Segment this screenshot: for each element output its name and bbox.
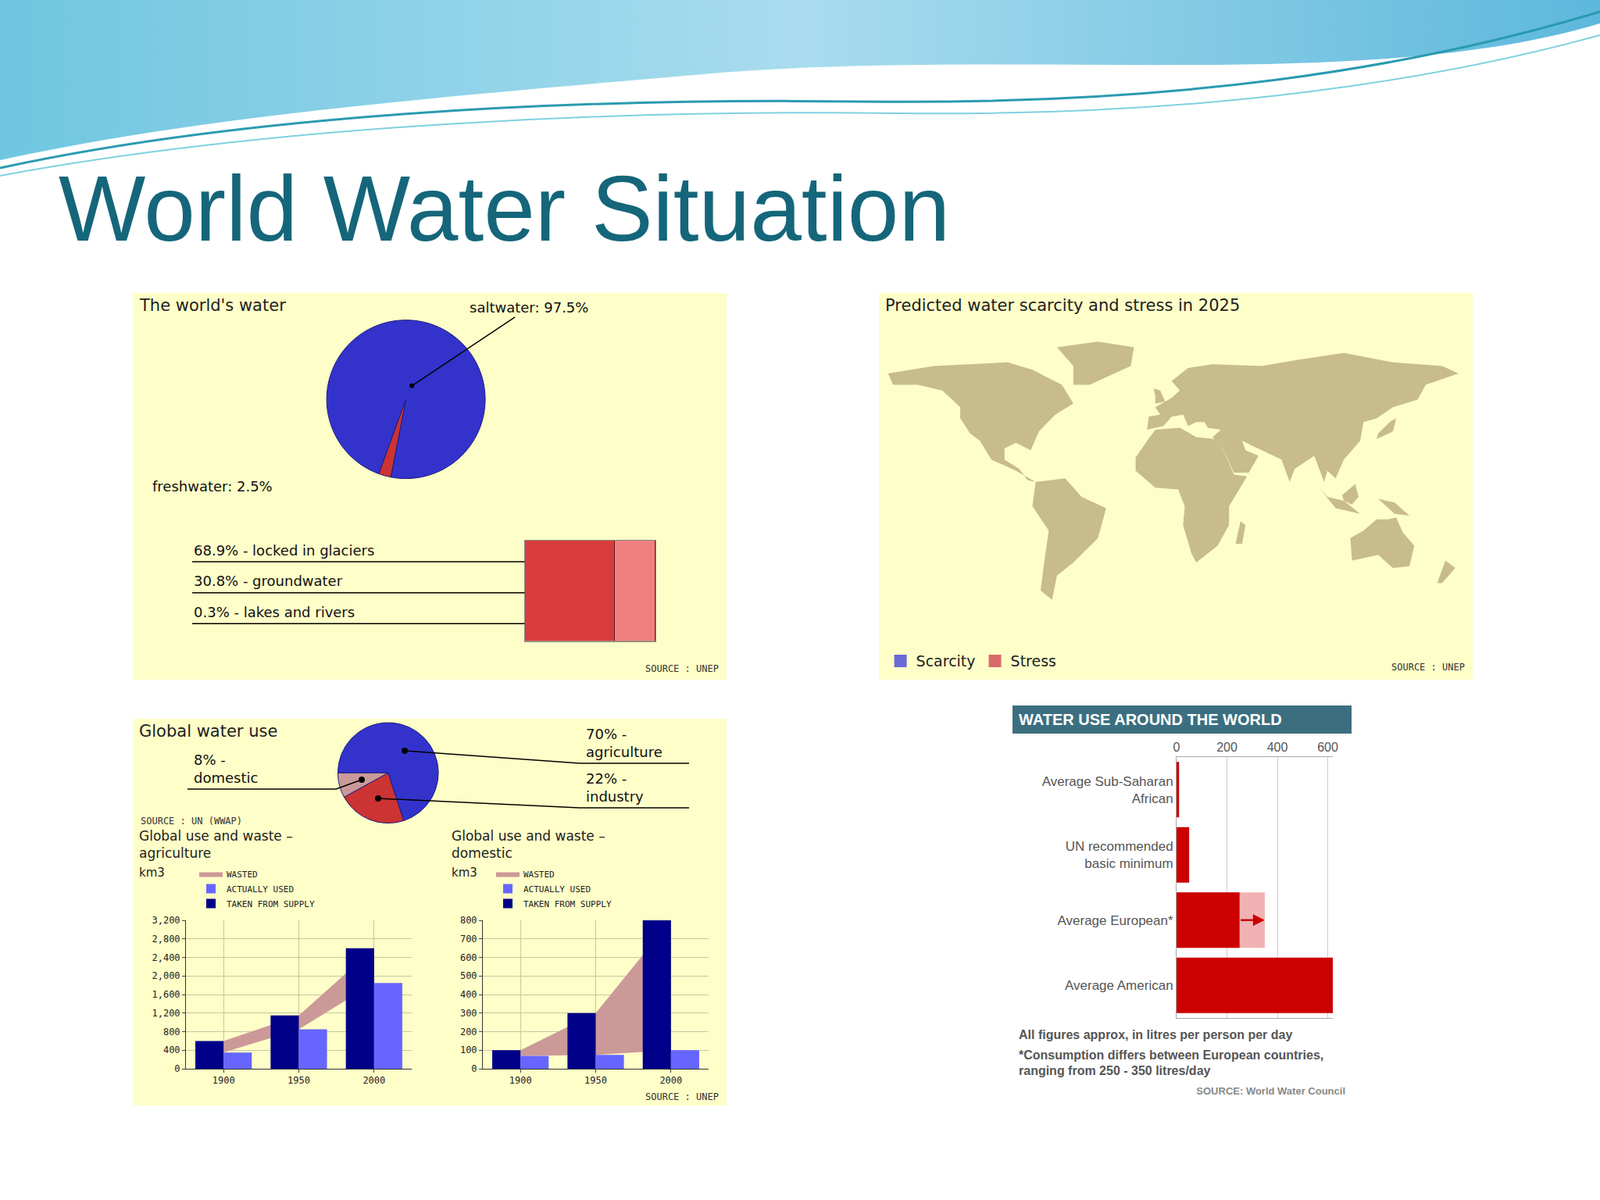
svg-text:Average Sub-SaharanAfrican: Average Sub-SaharanAfrican [1042, 774, 1174, 807]
svg-text:The world's water: The world's water [139, 296, 286, 315]
svg-text:Average American: Average American [1064, 978, 1174, 993]
svg-text:Predicted water scarcity and s: Predicted water scarcity and stress in 2… [885, 296, 1240, 315]
svg-text:Global use and waste –agricult: Global use and waste –agriculture [139, 828, 293, 861]
svg-text:3,200: 3,200 [151, 914, 180, 926]
svg-text:800: 800 [460, 914, 478, 926]
svg-text:SOURCE : UNEP: SOURCE : UNEP [645, 663, 719, 675]
svg-text:2,000: 2,000 [151, 970, 180, 982]
svg-text:700: 700 [460, 933, 478, 945]
svg-text:300: 300 [460, 1007, 478, 1019]
svg-text:2,800: 2,800 [151, 933, 180, 945]
html-text:SOURCE: World Water Council: SOURCE: World Water Council [1196, 1085, 1346, 1097]
html-text:*Consumption differs between E: *Consumption differs between European co… [1018, 1048, 1324, 1078]
svg-text:1,600: 1,600 [151, 989, 180, 1000]
svg-text:1,200: 1,200 [151, 1007, 180, 1019]
html-text:World Water Situation: World Water Situation [58, 157, 951, 261]
svg-text:ACTUALLY USED: ACTUALLY USED [226, 884, 294, 895]
svg-text:SOURCE : UNEP: SOURCE : UNEP [645, 1091, 719, 1103]
svg-text:ACTUALLY USED: ACTUALLY USED [523, 884, 591, 895]
svg-text:freshwater: 2.5%: freshwater: 2.5% [152, 478, 273, 495]
svg-text:Global use and waste –domestic: Global use and waste –domestic [451, 828, 606, 861]
svg-text:600: 600 [460, 952, 478, 964]
svg-text:SOURCE : UN (WWAP): SOURCE : UN (WWAP) [140, 815, 243, 827]
svg-text:km3: km3 [139, 865, 165, 880]
svg-text:500: 500 [460, 970, 478, 982]
svg-text:TAKEN FROM SUPPLY: TAKEN FROM SUPPLY [226, 899, 315, 910]
svg-text:200: 200 [460, 1026, 478, 1038]
svg-text:km3: km3 [451, 865, 478, 880]
svg-text:1950: 1950 [584, 1075, 608, 1086]
svg-text:400: 400 [1267, 740, 1289, 754]
svg-text:400: 400 [163, 1044, 181, 1056]
svg-text:1900: 1900 [212, 1075, 236, 1086]
svg-text:0: 0 [1173, 740, 1181, 754]
svg-text:0.3% - lakes and rivers: 0.3% - lakes and rivers [193, 603, 355, 621]
svg-text:TAKEN FROM SUPPLY: TAKEN FROM SUPPLY [523, 899, 612, 910]
svg-text:0: 0 [174, 1063, 180, 1075]
html-text:WATER USE AROUND THE WORLD: WATER USE AROUND THE WORLD [1018, 710, 1282, 729]
svg-text:100: 100 [460, 1044, 478, 1056]
svg-text:8% -domestic: 8% -domestic [193, 751, 258, 786]
svg-text:saltwater: 97.5%: saltwater: 97.5% [469, 299, 589, 316]
svg-text:UN recommendedbasic minimum: UN recommendedbasic minimum [1065, 839, 1174, 872]
svg-text:1900: 1900 [509, 1075, 533, 1086]
svg-text:2000: 2000 [659, 1075, 683, 1086]
svg-text:30.8% - groundwater: 30.8% - groundwater [193, 572, 343, 590]
svg-text:Average European*: Average European* [1057, 913, 1174, 929]
svg-text:WASTED: WASTED [226, 869, 258, 880]
svg-text:70% -agriculture: 70% -agriculture [585, 725, 663, 761]
svg-text:68.9% - locked in glaciers: 68.9% - locked in glaciers [193, 542, 375, 559]
svg-text:22% -industry: 22% -industry [585, 770, 644, 805]
svg-text:800: 800 [163, 1026, 181, 1038]
svg-text:SOURCE : UNEP: SOURCE : UNEP [1391, 661, 1465, 673]
svg-text:2,400: 2,400 [151, 952, 180, 964]
svg-text:600: 600 [1317, 740, 1339, 754]
svg-text:400: 400 [460, 989, 478, 1000]
svg-text:WASTED: WASTED [523, 869, 555, 880]
svg-text:1950: 1950 [287, 1075, 311, 1086]
svg-text:200: 200 [1216, 740, 1238, 754]
svg-text:2000: 2000 [362, 1075, 386, 1086]
svg-text:0: 0 [471, 1063, 477, 1075]
html-text:All figures approx, in litres: All figures approx, in litres per person… [1018, 1028, 1293, 1042]
svg-text:Global water use: Global water use [139, 721, 278, 741]
svg-text:Scarcity: Scarcity [916, 652, 976, 670]
svg-text:Stress: Stress [1010, 652, 1057, 670]
